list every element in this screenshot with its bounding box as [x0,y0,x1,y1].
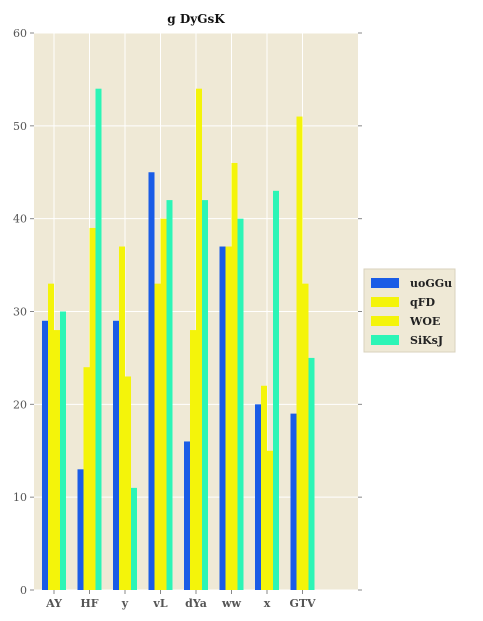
bar-qFD-AY [48,283,54,590]
legend-label-SiKsJ: SiKsJ [410,334,443,347]
bar-uoGGu-vL [148,172,155,590]
y-tick-label: 60 [13,27,27,40]
bar-WOE-GTV [302,283,309,590]
legend-label-qFD: qFD [410,296,436,309]
bar-SiKsJ-ww [237,218,244,590]
bar-WOE-AY [54,330,60,590]
legend-swatch-WOE [371,316,399,326]
x-tick-label: vL [152,597,167,610]
y-tick-label: 40 [13,213,27,226]
x-tick-label: x [264,597,271,610]
bars-group [42,88,315,591]
bar-uoGGu-AY [42,320,48,590]
bar-WOE-HF [89,227,96,590]
legend-swatch-uoGGu [371,278,399,288]
legend: uoGGu qFD WOE SiKsJ [363,268,456,353]
y-tick-label: 20 [13,398,27,411]
bar-SiKsJ-dYa [202,200,208,590]
x-tick-label: ww [221,597,241,610]
bar-uoGGu-GTV [290,413,297,590]
y-tick-label: 30 [13,306,27,319]
bar-uoGGu-HF [77,469,84,590]
legend-swatch-SiKsJ [371,335,399,345]
x-tick-label: y [121,597,129,610]
y-tick-label: 10 [13,491,27,504]
legend-label-uoGGu: uoGGu [410,277,452,290]
chart-title: g DyGsK [167,12,225,26]
legend-label-WOE: WOE [409,315,440,328]
bar-qFD-ww [225,246,232,590]
bar-uoGGu-ww [219,246,226,590]
bar-WOE-dYa [196,88,202,590]
bar-qFD-vL [154,283,161,590]
bar-SiKsJ-HF [95,88,102,590]
bar-SiKsJ-GTV [308,357,315,590]
bar-qFD-HF [83,367,90,590]
bar-uoGGu-x [255,404,261,590]
bar-SiKsJ-y [131,487,137,590]
x-tick-label: HF [80,597,98,610]
y-tick-label: 0 [20,584,27,597]
legend-swatch-qFD [371,297,399,307]
axes: 0 10 20 30 40 50 60 AY HF y vL dYa ww x GTV [13,27,362,610]
bar-qFD-dYa [190,330,196,590]
x-tick-label: GTV [289,597,316,610]
y-tick-label: 50 [13,120,27,133]
bar-WOE-vL [160,218,167,590]
bar-qFD-y [119,246,125,590]
bar-WOE-y [125,376,131,590]
x-tick-label: dYa [185,597,207,610]
bar-qFD-GTV [296,116,303,591]
x-tick-label: AY [45,597,62,610]
bar-uoGGu-dYa [184,441,190,590]
bar-WOE-ww [231,162,238,590]
bar-SiKsJ-AY [60,311,66,590]
bar-SiKsJ-x [273,190,279,591]
bar-SiKsJ-vL [166,200,173,590]
bar-WOE-x [267,450,273,590]
bar-uoGGu-y [113,320,119,590]
bar-qFD-x [261,385,267,590]
